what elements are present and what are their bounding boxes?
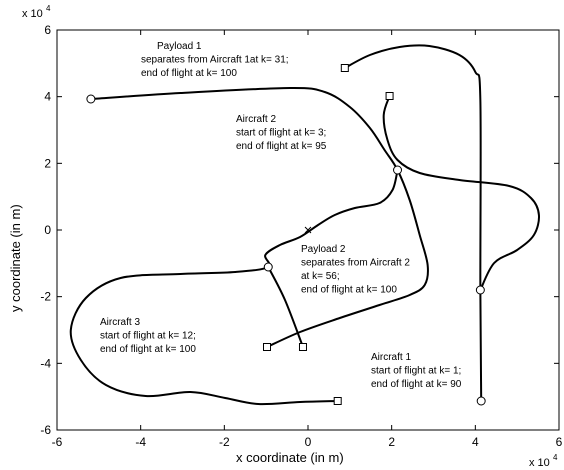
y-tick-label: 4: [44, 90, 51, 104]
y-tick-label: 6: [44, 23, 51, 37]
trajectory: [90, 86, 429, 348]
x-scale-exponent: 4: [553, 453, 558, 462]
circle-marker: [263, 262, 273, 272]
y-axis-label: y coordinate (in m): [8, 204, 23, 312]
trajectory: [267, 266, 304, 348]
x-tick-label: -6: [52, 435, 63, 449]
trajectory: [382, 95, 540, 291]
y-tick-label: 0: [44, 223, 51, 237]
y-tick-label: -6: [40, 423, 51, 437]
annotation: start of flight at k= 1;: [371, 366, 461, 377]
annotation: end of flight at k= 90: [371, 379, 462, 390]
annotation: end of flight at k= 95: [236, 141, 327, 152]
y-tick-label: -2: [40, 290, 51, 304]
circle-marker: [393, 165, 403, 175]
annotation: end of flight at k= 100: [141, 68, 237, 79]
square-marker: [263, 343, 272, 351]
x-tick-label: -2: [219, 435, 230, 449]
x-tick-label: -4: [135, 435, 146, 449]
y-tick-label: 2: [44, 156, 51, 170]
cross-marker: [304, 226, 312, 234]
x-tick-label: 4: [472, 435, 479, 449]
annotation: Payload 1: [157, 41, 202, 52]
annotation: end of flight at k= 100: [301, 285, 397, 296]
x-tick-label: 6: [556, 435, 563, 449]
annotation: separates from Aircraft 1at k= 31;: [141, 55, 289, 66]
square-marker: [385, 92, 394, 100]
annotation: start of flight at k= 12;: [100, 331, 196, 342]
square-marker: [340, 64, 349, 72]
trajectory: [344, 44, 483, 402]
annotation: Aircraft 3: [100, 317, 140, 328]
annotation: separates from Aircraft 2: [301, 258, 410, 269]
annotation: end of flight at k= 100: [100, 344, 196, 355]
square-marker: [298, 343, 307, 351]
annotation: Aircraft 2: [236, 114, 276, 125]
square-marker: [333, 397, 342, 405]
x-scale-base: x 10: [529, 457, 550, 469]
circle-marker: [86, 94, 96, 104]
y-tick-label: -4: [40, 356, 51, 370]
y-scale-exponent: 4: [46, 4, 51, 13]
circle-marker: [476, 396, 486, 406]
x-axis-label: x coordinate (in m): [236, 450, 344, 465]
trajectory: [69, 169, 399, 406]
annotation: Payload 2: [301, 244, 346, 255]
annotation: Aircraft 1: [371, 352, 411, 363]
x-tick-label: 2: [388, 435, 395, 449]
x-tick-label: 0: [305, 435, 312, 449]
annotation: start of flight at k= 3;: [236, 128, 326, 139]
circle-marker: [475, 285, 485, 295]
annotation: at k= 56;: [301, 271, 340, 282]
y-scale-base: x 10: [22, 8, 43, 20]
